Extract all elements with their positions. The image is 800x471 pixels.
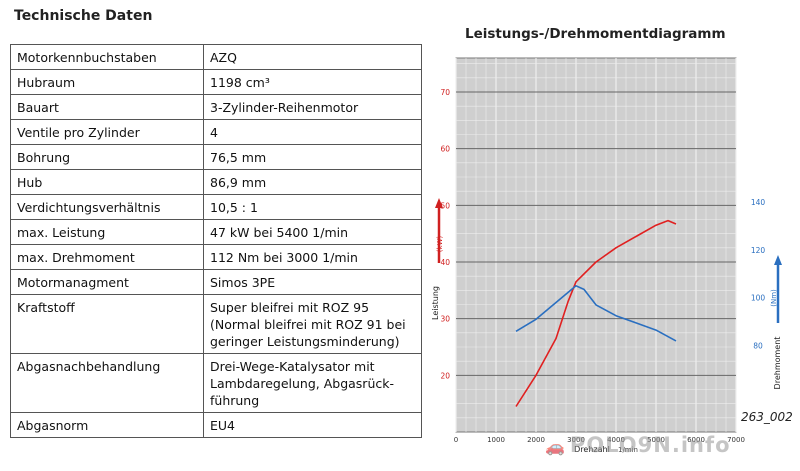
spec-row: max. Leistung 47 kW bei 5400 1/min bbox=[10, 219, 422, 245]
spec-row: Motorkennbuchstaben AZQ bbox=[10, 44, 422, 70]
chart-title: Leistungs-/Drehmomentdiagramm bbox=[465, 26, 726, 42]
y-right-axis-label: Drehmoment bbox=[773, 337, 782, 390]
spec-value: 76,5 mm bbox=[203, 144, 422, 170]
x-axis-label: Drehzahl bbox=[574, 445, 610, 454]
spec-value: 112 Nm bei 3000 1/min bbox=[203, 244, 422, 270]
spec-label: Motormanagment bbox=[10, 269, 204, 295]
x-tick-label: 1000 bbox=[487, 436, 505, 444]
spec-row: Bohrung 76,5 mm bbox=[10, 144, 422, 170]
y-left-tick-label: 60 bbox=[440, 145, 450, 154]
x-tick-label: 0 bbox=[454, 436, 458, 444]
spec-value: 1198 cm³ bbox=[203, 69, 422, 95]
spec-label: Hub bbox=[10, 169, 204, 195]
car-icon: 🚗 bbox=[545, 437, 566, 456]
y-left-tick-label: 50 bbox=[440, 201, 450, 210]
spec-row: Motormanagment Simos 3PE bbox=[10, 269, 422, 295]
x-tick-label: 4000 bbox=[607, 436, 625, 444]
spec-row: Verdichtungsverhältnis 10,5 : 1 bbox=[10, 194, 422, 220]
site-watermark: 🚗 POLO9N.info bbox=[545, 433, 731, 457]
spec-value: 86,9 mm bbox=[203, 169, 422, 195]
torque-curve bbox=[515, 285, 677, 342]
spec-value: Drei-Wege-Katalysator mit Lambdaregelung… bbox=[203, 353, 422, 413]
spec-row: Hubraum 1198 cm³ bbox=[10, 69, 422, 95]
figure-number: 263_002 bbox=[741, 410, 793, 424]
specs-table: Motorkennbuchstaben AZQ Hubraum 1198 cm³ Bau… bbox=[10, 44, 422, 438]
spec-value: EU4 bbox=[203, 412, 422, 438]
power-torque-chart: 0 1000 2000 3000 4000 5000 6000 7000 20 30 40 50 60 7… bbox=[431, 57, 782, 454]
spec-label: Bauart bbox=[10, 94, 204, 120]
spec-label: Motorkennbuchstaben bbox=[10, 44, 204, 70]
page-heading: Technische Daten bbox=[14, 8, 153, 24]
spec-value: 10,5 : 1 bbox=[203, 194, 422, 220]
spec-row: Kraftstoff Super bleifrei mit ROZ 95 (Nor… bbox=[10, 294, 422, 354]
x-tick-label: 3000 bbox=[567, 436, 585, 444]
spec-value: 4 bbox=[203, 119, 422, 145]
spec-value: Simos 3PE bbox=[203, 269, 422, 295]
spec-row: Bauart 3-Zylinder-Reihenmotor bbox=[10, 94, 422, 120]
x-axis-unit: 1/min bbox=[618, 446, 638, 454]
y-right-arrowhead-icon bbox=[774, 255, 782, 265]
spec-value: AZQ bbox=[203, 44, 422, 70]
spec-label: Kraftstoff bbox=[10, 294, 204, 354]
spec-row: Ventile pro Zylinder 4 bbox=[10, 119, 422, 145]
spec-row: Hub 86,9 mm bbox=[10, 169, 422, 195]
spec-value: 47 kW bei 5400 1/min bbox=[203, 219, 422, 245]
x-tick-label: 6000 bbox=[687, 436, 705, 444]
spec-value: 3-Zylinder-Reihenmotor bbox=[203, 94, 422, 120]
spec-label: Bohrung bbox=[10, 144, 204, 170]
spec-row: max. Drehmoment 112 Nm bei 3000 1/min bbox=[10, 244, 422, 270]
y-left-arrowhead-icon bbox=[435, 198, 443, 208]
spec-label: Abgasnachbehandlung bbox=[10, 353, 204, 413]
y-right-tick-label: 80 bbox=[753, 342, 763, 351]
y-left-tick-label: 30 bbox=[440, 315, 450, 324]
spec-label: Hubraum bbox=[10, 69, 204, 95]
power-curve bbox=[515, 219, 677, 407]
spec-label: Abgasnorm bbox=[10, 412, 204, 438]
y-left-tick-label: 70 bbox=[440, 88, 450, 97]
y-right-tick-label: 140 bbox=[751, 198, 766, 207]
spec-label: Verdichtungsverhältnis bbox=[10, 194, 204, 220]
spec-row: Abgasnachbehandlung Drei-Wege-Katalysator… bbox=[10, 353, 422, 413]
spec-row: Abgasnorm EU4 bbox=[10, 412, 422, 438]
y-right-tick-label: 100 bbox=[751, 294, 766, 303]
spec-value: Super bleifrei mit ROZ 95 (Normal bleifr… bbox=[203, 294, 422, 354]
y-left-tick-label: 40 bbox=[440, 258, 450, 267]
y-right-unit: (Nm) bbox=[770, 289, 778, 307]
y-left-tick-label: 20 bbox=[440, 371, 450, 380]
x-tick-label: 5000 bbox=[647, 436, 665, 444]
spec-label: max. Drehmoment bbox=[10, 244, 204, 270]
spec-label: max. Leistung bbox=[10, 219, 204, 245]
y-right-tick-label: 120 bbox=[751, 246, 766, 255]
x-tick-label: 2000 bbox=[527, 436, 545, 444]
x-tick-label: 7000 bbox=[727, 436, 745, 444]
spec-label: Ventile pro Zylinder bbox=[10, 119, 204, 145]
y-left-axis-label: Leistung bbox=[431, 286, 440, 320]
